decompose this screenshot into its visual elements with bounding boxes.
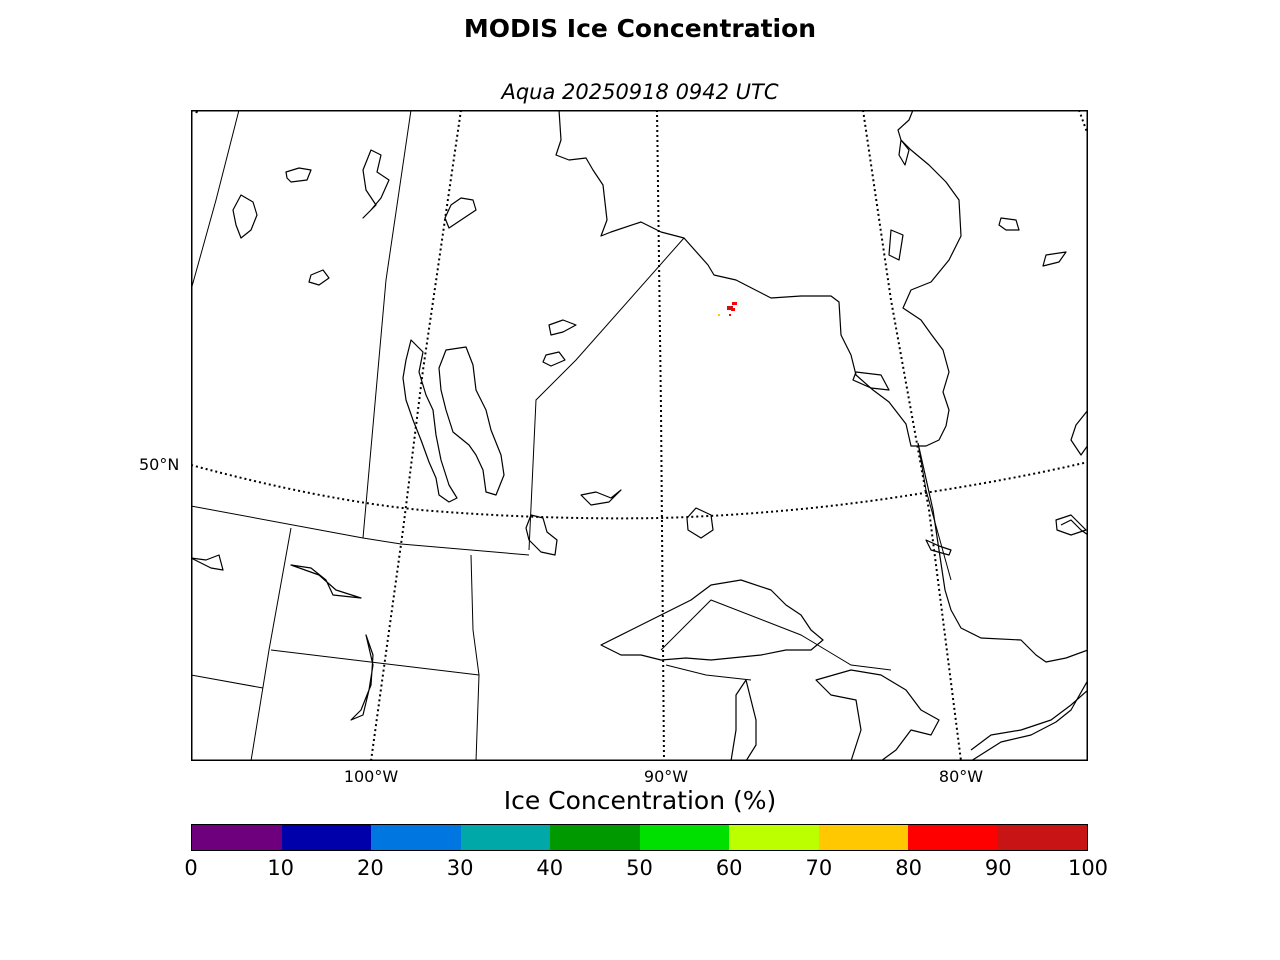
colorbar-label: Ice Concentration (%) — [0, 786, 1280, 815]
colorbar-segment — [729, 825, 819, 850]
lon-label-100w: 100°W — [344, 767, 398, 786]
colorbar-segment — [371, 825, 461, 850]
lon-label-80w: 80°W — [939, 767, 983, 786]
colorbar — [191, 824, 1088, 851]
ice-pixel — [731, 308, 735, 311]
colorbar-tick-label: 40 — [536, 856, 563, 880]
figure-title: MODIS Ice Concentration — [0, 14, 1280, 43]
colorbar-segment — [640, 825, 730, 850]
colorbar-tick-label: 90 — [985, 856, 1012, 880]
colorbar-segment — [192, 825, 282, 850]
colorbar-tick-label: 10 — [267, 856, 294, 880]
colorbar-segment — [550, 825, 640, 850]
ice-pixel — [718, 314, 720, 316]
colorbar-tick-label: 20 — [357, 856, 384, 880]
colorbar-tick-label: 50 — [626, 856, 653, 880]
colorbar-tick-label: 70 — [806, 856, 833, 880]
figure-subtitle: Aqua 20250918 0942 UTC — [0, 80, 1280, 104]
colorbar-tick-label: 100 — [1068, 856, 1108, 880]
ice-pixel — [729, 314, 731, 316]
colorbar-segment — [819, 825, 909, 850]
lon-label-90w: 90°W — [644, 767, 688, 786]
ice-pixel — [732, 302, 737, 305]
colorbar-tick-label: 80 — [895, 856, 922, 880]
colorbar-tick-label: 0 — [184, 856, 197, 880]
lat-label-50n: 50°N — [139, 455, 179, 474]
colorbar-tick-label: 30 — [447, 856, 474, 880]
map-panel — [191, 110, 1088, 761]
colorbar-segment — [908, 825, 998, 850]
colorbar-segment — [461, 825, 551, 850]
colorbar-segment — [282, 825, 372, 850]
colorbar-segment — [998, 825, 1088, 850]
colorbar-tick-label: 60 — [716, 856, 743, 880]
